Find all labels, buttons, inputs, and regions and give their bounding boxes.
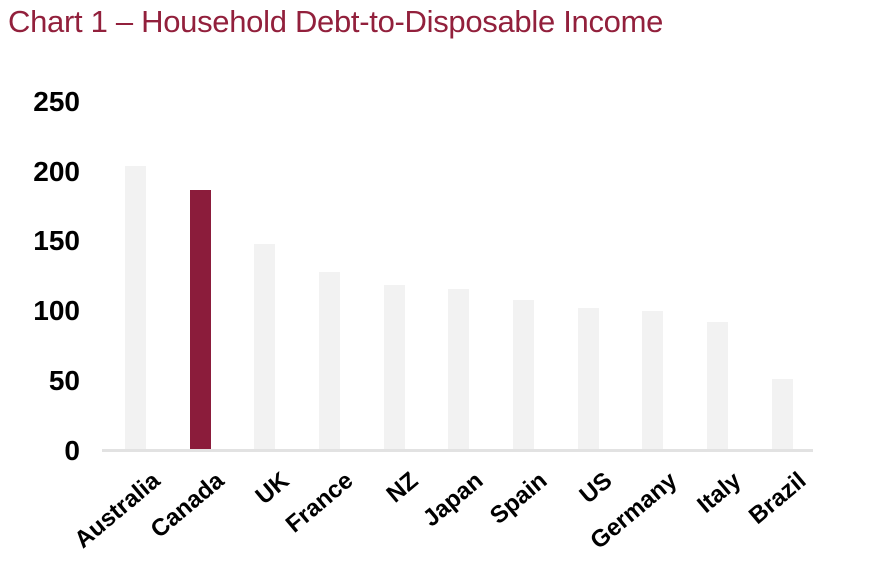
- y-tick-label-50: 50: [48, 364, 80, 396]
- bar-france: [319, 272, 340, 449]
- bar-italy: [707, 322, 728, 449]
- bar-australia: [125, 166, 146, 449]
- bar-nz: [384, 285, 405, 449]
- bar-brazil: [772, 379, 793, 449]
- bar-japan: [448, 289, 469, 449]
- bar-canada: [190, 190, 211, 449]
- y-tick-label-150: 150: [33, 225, 80, 257]
- y-tick-label-250: 250: [33, 86, 80, 117]
- y-tick-label-100: 100: [33, 295, 80, 327]
- bar-us: [578, 308, 599, 449]
- bar-uk: [254, 244, 275, 449]
- bar-spain: [513, 300, 534, 449]
- chart-title: Chart 1 – Household Debt-to-Disposable I…: [8, 4, 664, 39]
- y-tick-label-0: 0: [64, 434, 80, 466]
- x-axis-line: [102, 449, 813, 452]
- y-tick-label-200: 200: [33, 155, 80, 187]
- bar-germany: [642, 311, 663, 449]
